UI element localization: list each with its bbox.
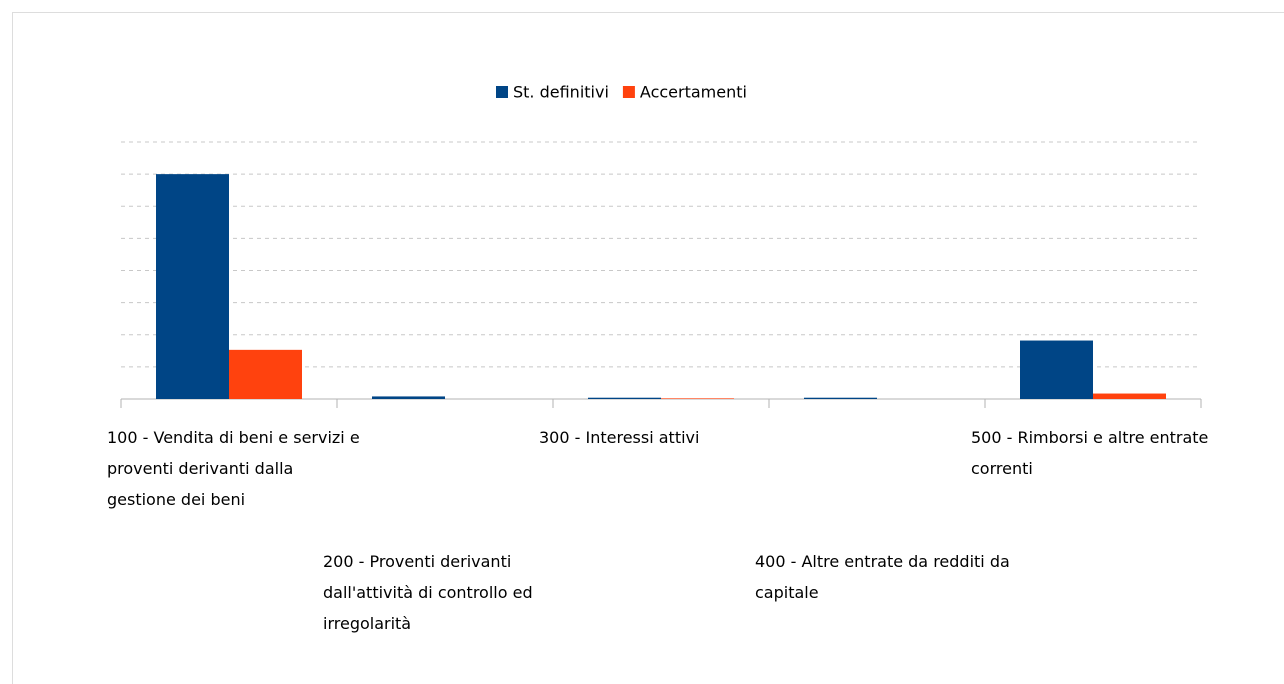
legend-swatch [496, 86, 508, 98]
x-tick-label: 300 - Interessi attivi [539, 428, 700, 447]
frame [12, 12, 1284, 684]
bar [1020, 340, 1093, 399]
bar [1093, 393, 1166, 399]
bar [661, 398, 734, 399]
bar [588, 397, 661, 399]
legend-swatch [622, 86, 635, 98]
x-tick-label: 400 - Altre entrate da redditi da capita… [755, 552, 1010, 602]
x-tick-label: 500 - Rimborsi e altre entrate correnti [971, 428, 1209, 478]
legend-label: Accertamenti [640, 83, 747, 102]
legend-label: St. definitivi [513, 83, 609, 102]
bar [804, 397, 877, 399]
bar [156, 174, 229, 399]
x-tick-label: 100 - Vendita di beni e servizi e proven… [107, 428, 360, 509]
bar [372, 396, 445, 399]
x-tick-label: 200 - Proventi derivanti dall'attività d… [323, 552, 533, 633]
bar [229, 349, 302, 399]
